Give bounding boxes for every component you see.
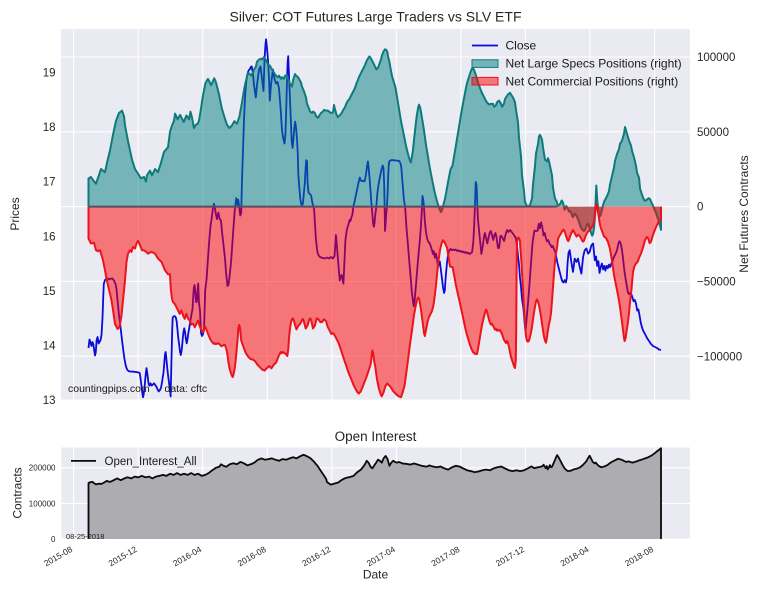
svg-text:18: 18 bbox=[43, 122, 56, 134]
svg-text:0: 0 bbox=[51, 535, 56, 544]
svg-text:13: 13 bbox=[43, 395, 56, 407]
svg-text:countingpips.com: countingpips.com bbox=[68, 383, 150, 395]
svg-text:0: 0 bbox=[697, 202, 703, 214]
svg-text:Net Large Specs Positions (rig: Net Large Specs Positions (right) bbox=[506, 57, 682, 71]
svg-text:200000: 200000 bbox=[29, 464, 56, 473]
svg-text:data: cftc: data: cftc bbox=[165, 383, 208, 395]
svg-text:Net Futures Contracts: Net Futures Contracts bbox=[737, 155, 751, 272]
svg-text:Silver: COT Futures Large Trad: Silver: COT Futures Large Traders vs SLV… bbox=[229, 9, 521, 25]
svg-text:Open Interest: Open Interest bbox=[335, 429, 417, 444]
svg-text:Close: Close bbox=[506, 39, 537, 53]
svg-text:100000: 100000 bbox=[697, 52, 735, 64]
svg-text:50000: 50000 bbox=[697, 127, 729, 139]
svg-text:08-25-2018: 08-25-2018 bbox=[66, 532, 104, 541]
svg-text:−50000: −50000 bbox=[697, 277, 736, 289]
svg-text:Net Commercial Positions (righ: Net Commercial Positions (right) bbox=[506, 74, 679, 88]
svg-text:Prices: Prices bbox=[8, 197, 22, 230]
svg-text:Contracts: Contracts bbox=[11, 467, 25, 518]
svg-text:15: 15 bbox=[43, 286, 56, 298]
svg-text:17: 17 bbox=[43, 177, 56, 189]
svg-text:16: 16 bbox=[43, 231, 56, 243]
svg-text:Open_Interest_All: Open_Interest_All bbox=[105, 456, 197, 468]
svg-text:Date: Date bbox=[363, 568, 389, 582]
svg-text:100000: 100000 bbox=[29, 499, 56, 508]
svg-text:19: 19 bbox=[43, 68, 56, 80]
svg-text:−100000: −100000 bbox=[697, 351, 742, 363]
svg-text:14: 14 bbox=[43, 340, 56, 352]
